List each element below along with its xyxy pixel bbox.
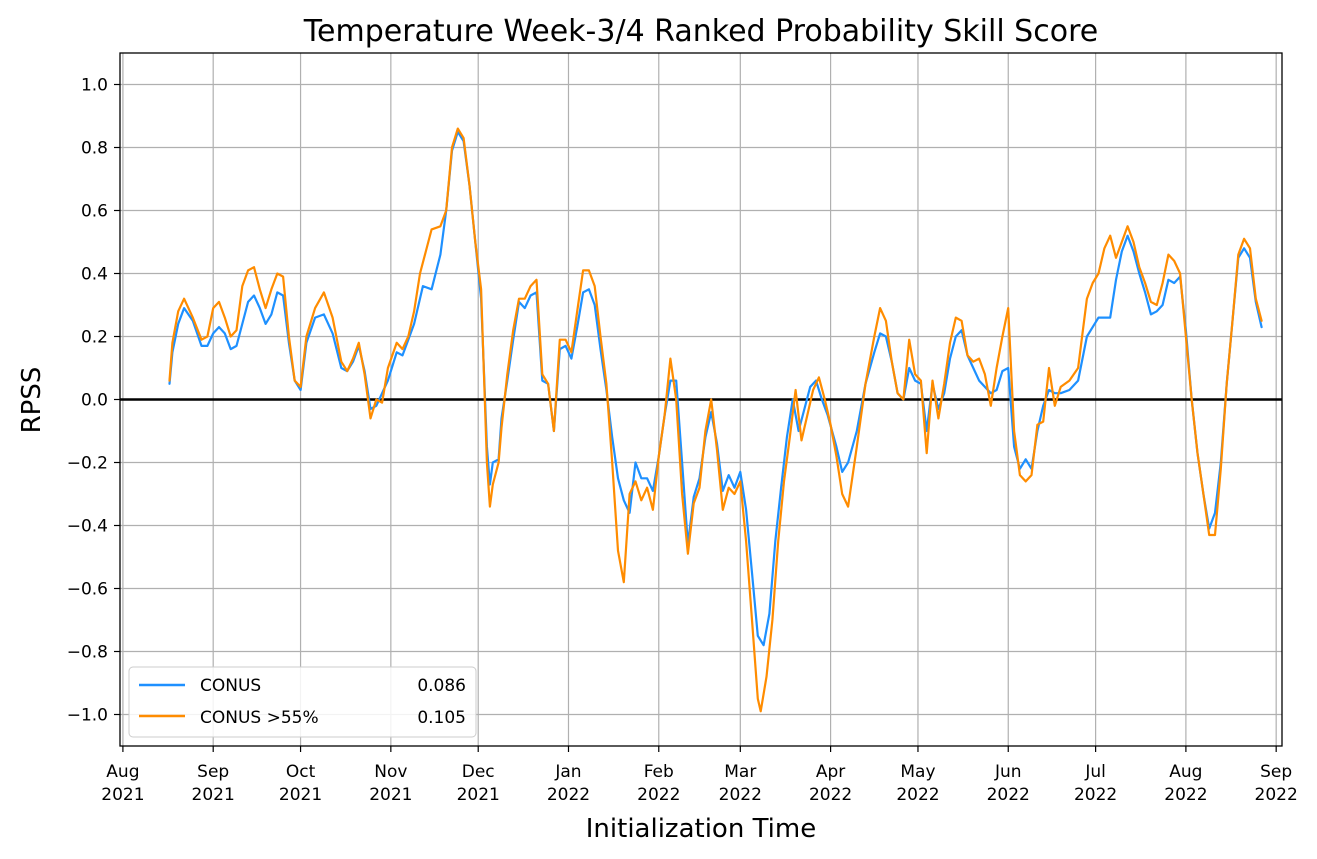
y-tick-label: 0.8 bbox=[81, 139, 108, 159]
x-tick-label-month: Feb bbox=[644, 762, 674, 782]
series-lines bbox=[168, 127, 1263, 713]
x-tick-label-year: 2021 bbox=[192, 785, 235, 805]
x-tick-label-month: Aug bbox=[106, 762, 139, 782]
x-tick-label-year: 2022 bbox=[1255, 785, 1298, 805]
x-tick-label-year: 2022 bbox=[719, 785, 762, 805]
x-tick-label-year: 2022 bbox=[809, 785, 852, 805]
y-tick-label: −0.2 bbox=[67, 454, 108, 474]
x-tick-label-month: Jul bbox=[1084, 762, 1106, 782]
y-tick-label: −0.4 bbox=[67, 517, 108, 537]
y-tick-label: −0.8 bbox=[67, 643, 108, 663]
x-tick-label-year: 2021 bbox=[457, 785, 500, 805]
x-tick-label-year: 2022 bbox=[1164, 785, 1207, 805]
x-tick-label-month: Apr bbox=[816, 762, 845, 782]
x-tick-label-month: Oct bbox=[286, 762, 316, 782]
legend-box bbox=[128, 666, 477, 738]
y-tick-label: 0.6 bbox=[81, 202, 108, 222]
chart-title: Temperature Week-3/4 Ranked Probability … bbox=[303, 14, 1098, 49]
x-tick-label-month: May bbox=[900, 762, 935, 782]
x-axis-label: Initialization Time bbox=[586, 814, 816, 844]
x-tick-label-year: 2022 bbox=[637, 785, 680, 805]
y-tick-label: −1.0 bbox=[67, 706, 108, 726]
x-tick-label-month: Sep bbox=[1260, 762, 1292, 782]
x-tick-label-month: Dec bbox=[462, 762, 495, 782]
x-tick-label-year: 2022 bbox=[896, 785, 939, 805]
y-tick-label: 0.2 bbox=[81, 328, 108, 348]
legend-value-conus-55: 0.105 bbox=[417, 708, 466, 728]
x-tick-label-month: Aug bbox=[1169, 762, 1202, 782]
y-tick-label: −0.6 bbox=[67, 580, 108, 600]
x-tick-label-month: Sep bbox=[197, 762, 229, 782]
x-tick-label-year: 2022 bbox=[987, 785, 1030, 805]
x-tick-label-year: 2021 bbox=[279, 785, 322, 805]
x-tick-label-year: 2021 bbox=[369, 785, 412, 805]
x-tick-label-month: Jan bbox=[554, 762, 581, 782]
y-tick-label: 0.0 bbox=[81, 391, 108, 411]
y-axis-ticks: −1.0 −0.8 −0.6 −0.4 −0.2 0.0 0.2 0.4 0.6 0.8 1.0 bbox=[67, 76, 120, 726]
legend: CONUS 0.086 CONUS >55% 0.105 bbox=[128, 666, 477, 738]
series-line-conus-55 bbox=[168, 127, 1263, 713]
x-tick-label-year: 2021 bbox=[101, 785, 144, 805]
x-tick-label-year: 2022 bbox=[547, 785, 590, 805]
y-tick-label: 1.0 bbox=[81, 76, 108, 96]
x-tick-label-year: 2022 bbox=[1074, 785, 1117, 805]
x-tick-label-month: Jun bbox=[994, 762, 1022, 782]
x-tick-label-month: Nov bbox=[374, 762, 407, 782]
legend-value-conus: 0.086 bbox=[417, 676, 466, 696]
x-axis-ticks: Aug 2021 Sep 2021 Oct 2021 Nov 2021 Dec 2021 Jan 20… bbox=[101, 746, 1298, 805]
y-axis-label: RPSS bbox=[17, 367, 47, 434]
y-tick-label: 0.4 bbox=[81, 265, 108, 285]
legend-label-conus-55: CONUS >55% bbox=[200, 708, 319, 728]
x-tick-label-month: Mar bbox=[724, 762, 756, 782]
legend-label-conus: CONUS bbox=[200, 676, 261, 696]
